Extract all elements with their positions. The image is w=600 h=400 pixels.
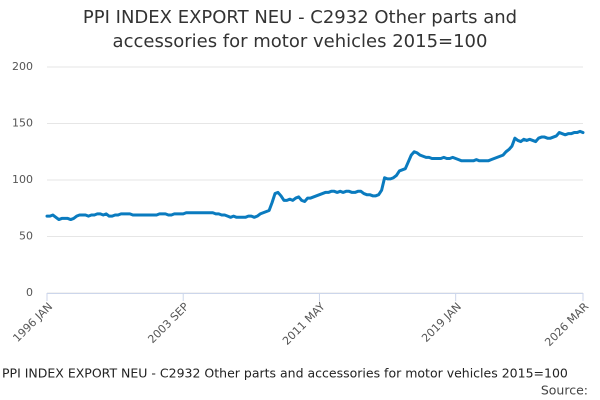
x-tick-label: 2019 JAN xyxy=(419,300,464,345)
y-tick-label: 0 xyxy=(26,286,33,299)
line-series xyxy=(45,129,585,222)
y-tick-label: 100 xyxy=(12,173,33,186)
y-tick-label: 200 xyxy=(12,60,33,73)
source: Source: xyxy=(541,383,588,398)
caption: PPI INDEX EXPORT NEU - C2932 Other parts… xyxy=(2,366,568,381)
chart-title: PPI INDEX EXPORT NEU - C2932 Other parts… xyxy=(82,7,518,52)
x-tick-label: 2026 MAR xyxy=(542,300,591,349)
y-tick-label: 50 xyxy=(19,230,33,243)
x-tick-label: 2003 SEP xyxy=(145,300,191,346)
y-tick-label: 150 xyxy=(12,117,33,130)
x-tick-label: 2011 MAY xyxy=(280,300,328,348)
x-tick-label: 1996 JAN xyxy=(10,300,55,345)
